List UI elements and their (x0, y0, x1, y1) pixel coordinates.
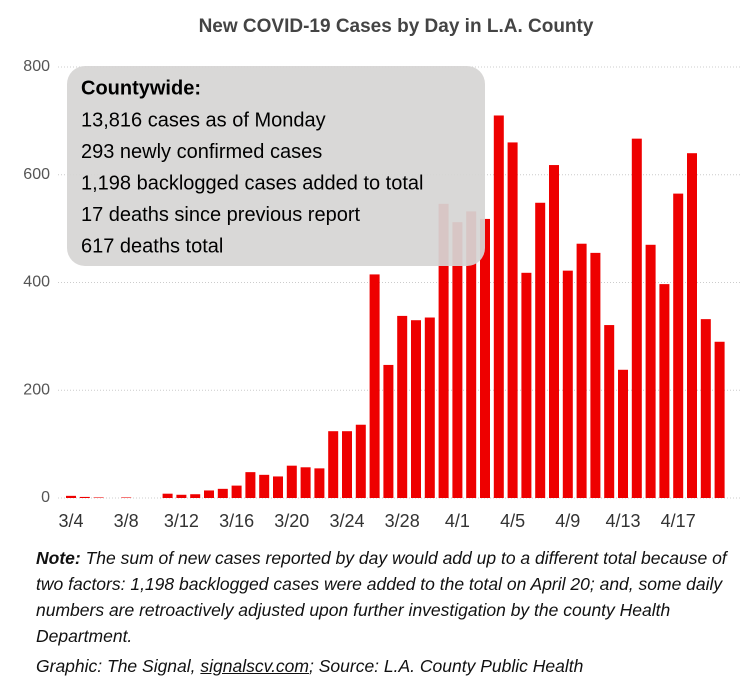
x-tick-label: 3/8 (114, 511, 139, 531)
bar (535, 202, 546, 498)
bar (700, 319, 711, 498)
bar (217, 488, 228, 498)
credit-suffix: ; Source: L.A. County Public Health (309, 656, 584, 676)
bar (673, 193, 684, 498)
bar (397, 315, 408, 498)
note: Note: The sum of new cases reported by d… (36, 545, 736, 649)
annotation-line: 17 deaths since previous report (81, 204, 360, 226)
bar (93, 497, 104, 498)
credit-prefix: Graphic: The Signal, (36, 656, 201, 676)
bar (466, 211, 477, 498)
x-tick-label: 4/9 (555, 511, 580, 531)
bar (314, 468, 325, 498)
x-tick-label: 4/13 (605, 511, 640, 531)
annotation-line: 293 newly confirmed cases (81, 141, 322, 163)
x-tick-label: 4/5 (500, 511, 525, 531)
bar (66, 495, 76, 498)
chart: New COVID-19 Cases by Day in L.A. County… (23, 16, 740, 531)
bar (328, 431, 339, 498)
x-tick-label: 3/4 (58, 511, 83, 531)
annotation-bg (67, 66, 485, 266)
bar (121, 497, 132, 498)
annotation-line: 1,198 backlogged cases added to total (81, 172, 423, 194)
annotation-line: 13,816 cases as of Monday (81, 109, 326, 131)
bar (355, 424, 366, 498)
bar (452, 222, 463, 498)
note-label: Note: (36, 548, 81, 568)
annotation-heading: Countywide: (81, 77, 201, 99)
bar (369, 274, 380, 498)
bar (176, 494, 187, 498)
bar (645, 244, 656, 498)
x-tick-label: 3/24 (329, 511, 364, 531)
bar (590, 252, 601, 498)
credit: Graphic: The Signal, signalscv.com; Sour… (36, 653, 736, 679)
bar (604, 325, 615, 498)
bar (300, 467, 311, 498)
bar (190, 494, 201, 498)
x-tick-label: 4/17 (661, 511, 696, 531)
bar (562, 270, 573, 498)
bar (714, 341, 725, 498)
bar (659, 284, 670, 498)
y-tick-label: 600 (23, 166, 50, 183)
bar (438, 203, 449, 498)
x-tick-label: 3/16 (219, 511, 254, 531)
bar (424, 317, 435, 498)
bar (687, 153, 697, 498)
credit-link[interactable]: signalscv.com (200, 656, 309, 676)
bar (507, 142, 518, 499)
bar (286, 465, 297, 498)
y-tick-label: 400 (23, 274, 50, 291)
bar (162, 493, 173, 498)
note-text: The sum of new cases reported by day wou… (36, 548, 727, 646)
bar (411, 320, 421, 498)
chart-title: New COVID-19 Cases by Day in L.A. County (199, 16, 594, 37)
bar (231, 485, 242, 498)
notes: Note: The sum of new cases reported by d… (36, 545, 736, 679)
y-tick-label: 0 (41, 489, 50, 506)
bar (342, 431, 352, 498)
bar (259, 474, 270, 498)
annotation-box: Countywide: 13,816 cases as of Monday 293… (67, 66, 485, 266)
bar (245, 472, 256, 498)
bar (576, 243, 587, 498)
x-tick-label: 3/12 (164, 511, 199, 531)
bar (631, 138, 642, 498)
x-tick-label: 3/20 (274, 511, 309, 531)
annotation-line: 617 deaths total (81, 235, 223, 257)
y-tick-label: 200 (23, 381, 50, 398)
bar (204, 490, 214, 498)
bar (549, 165, 559, 499)
bar (618, 369, 628, 498)
bar (79, 496, 90, 498)
bar (493, 115, 504, 499)
x-tick-label: 3/28 (385, 511, 420, 531)
y-tick-label: 800 (23, 58, 50, 75)
bar (273, 476, 283, 498)
bar (521, 272, 532, 498)
bar (383, 364, 394, 498)
bar (480, 218, 490, 499)
x-tick-label: 4/1 (445, 511, 470, 531)
